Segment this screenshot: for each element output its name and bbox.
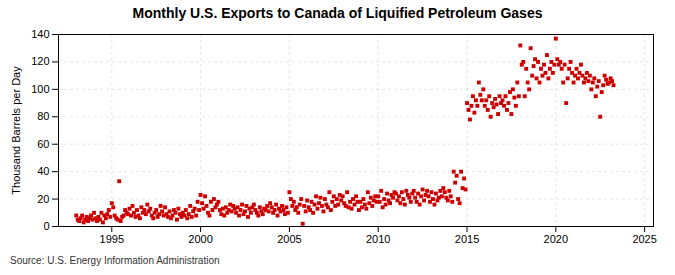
svg-text:120: 120 (31, 55, 49, 67)
svg-text:2025: 2025 (632, 233, 656, 245)
svg-text:40: 40 (37, 165, 49, 177)
svg-text:2005: 2005 (277, 233, 301, 245)
svg-text:80: 80 (37, 110, 49, 122)
svg-text:1995: 1995 (100, 233, 124, 245)
svg-text:20: 20 (37, 193, 49, 205)
svg-text:2015: 2015 (455, 233, 479, 245)
svg-text:2020: 2020 (544, 233, 568, 245)
svg-text:140: 140 (31, 28, 49, 40)
svg-text:2010: 2010 (366, 233, 390, 245)
html-text:Source: U.S. Energy Informatio: Source: U.S. Energy Information Administ… (10, 255, 220, 266)
svg-text:60: 60 (37, 138, 49, 150)
html-text:Monthly U.S. Exports to Canada: Monthly U.S. Exports to Canada of Liquif… (132, 5, 543, 21)
svg-text:2000: 2000 (188, 233, 212, 245)
svg-text:Thousand Barrels per Day: Thousand Barrels per Day (10, 66, 22, 195)
svg-text:0: 0 (43, 220, 49, 232)
svg-text:100: 100 (31, 83, 49, 95)
